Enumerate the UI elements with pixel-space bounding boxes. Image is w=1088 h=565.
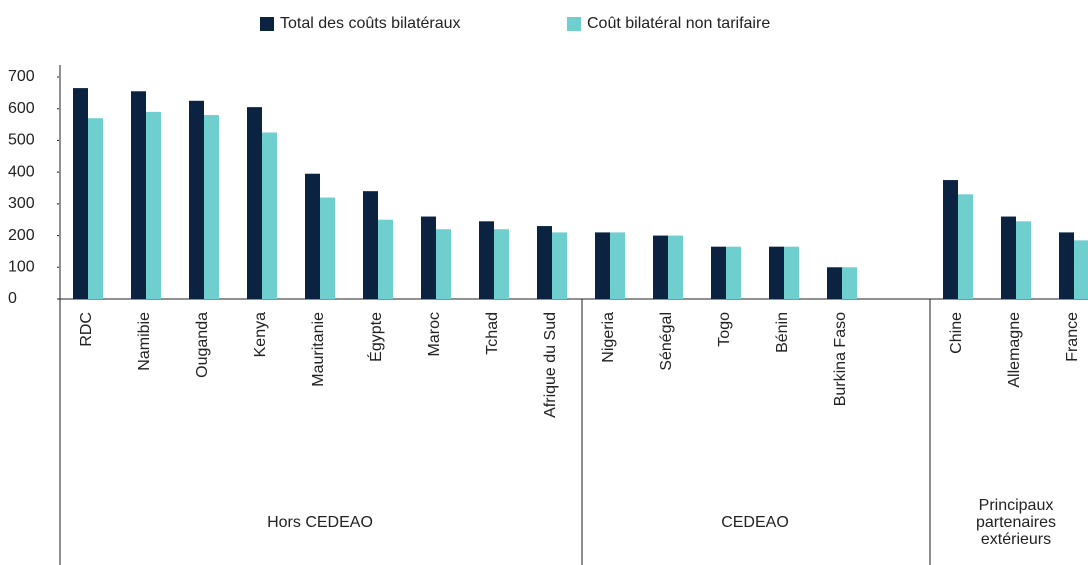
bar <box>494 229 509 299</box>
group-label: partenaires <box>976 514 1056 531</box>
x-tick-label: Burkina Faso <box>832 312 849 406</box>
bar <box>827 267 842 299</box>
x-tick-label: Mauritanie <box>310 312 327 387</box>
x-tick-label: France <box>1064 312 1081 362</box>
bar <box>479 221 494 299</box>
bar <box>1074 240 1088 299</box>
x-tick-label: RDC <box>78 312 95 347</box>
bar <box>842 267 857 299</box>
bar <box>262 132 277 299</box>
bar <box>1016 221 1031 299</box>
bar <box>1059 232 1074 299</box>
bar <box>943 180 958 299</box>
legend-swatch <box>567 17 581 31</box>
x-tick-label: Ouganda <box>194 312 211 378</box>
y-tick-label: 200 <box>8 227 35 244</box>
bar <box>769 246 784 299</box>
y-tick-label: 700 <box>8 68 35 85</box>
x-tick-label: Bénin <box>774 312 791 353</box>
x-tick-label: Tchad <box>484 312 501 355</box>
bar <box>189 100 204 300</box>
x-tick-label: Togo <box>716 312 733 347</box>
bar <box>653 235 668 299</box>
y-tick-label: 0 <box>8 290 17 307</box>
x-tick-label: Allemagne <box>1006 312 1023 388</box>
bar <box>421 216 436 299</box>
bar <box>595 232 610 299</box>
group-label: Hors CEDEAO <box>267 514 373 531</box>
x-tick-label: Kenya <box>252 312 269 357</box>
bar <box>958 194 973 299</box>
bar <box>131 91 146 300</box>
x-tick-label: Égypte <box>366 312 385 362</box>
bar <box>784 246 799 299</box>
bar <box>726 246 741 299</box>
y-tick-label: 500 <box>8 132 35 149</box>
x-tick-label: Sénégal <box>658 312 675 371</box>
y-tick-label: 300 <box>8 195 35 212</box>
bar <box>88 118 103 299</box>
bar <box>73 88 88 299</box>
x-tick-label: Afrique du Sud <box>542 312 559 418</box>
bar <box>204 115 219 299</box>
legend-swatch <box>260 17 274 31</box>
bar <box>610 232 625 299</box>
group-label: CEDEAO <box>721 514 789 531</box>
bar <box>247 107 262 299</box>
legend-label: Coût bilatéral non tarifaire <box>587 15 770 32</box>
y-tick-label: 600 <box>8 100 35 117</box>
bar <box>320 197 335 299</box>
x-tick-label: Maroc <box>426 312 443 356</box>
x-tick-label: Chine <box>948 312 965 354</box>
x-tick-label: Namibie <box>136 312 153 371</box>
bar <box>552 232 567 299</box>
x-tick-label: Nigeria <box>600 312 617 363</box>
group-label: Principaux <box>979 497 1054 514</box>
bar <box>436 229 451 299</box>
group-label: extérieurs <box>981 531 1051 548</box>
bar <box>711 246 726 299</box>
y-tick-label: 100 <box>8 259 35 276</box>
bar <box>537 226 552 299</box>
bar <box>146 111 161 299</box>
bar <box>668 235 683 299</box>
legend-label: Total des coûts bilatéraux <box>280 15 461 32</box>
bar <box>378 219 393 299</box>
y-tick-label: 400 <box>8 163 35 180</box>
bar <box>1001 216 1016 299</box>
bar <box>305 173 320 299</box>
bar <box>363 191 378 299</box>
